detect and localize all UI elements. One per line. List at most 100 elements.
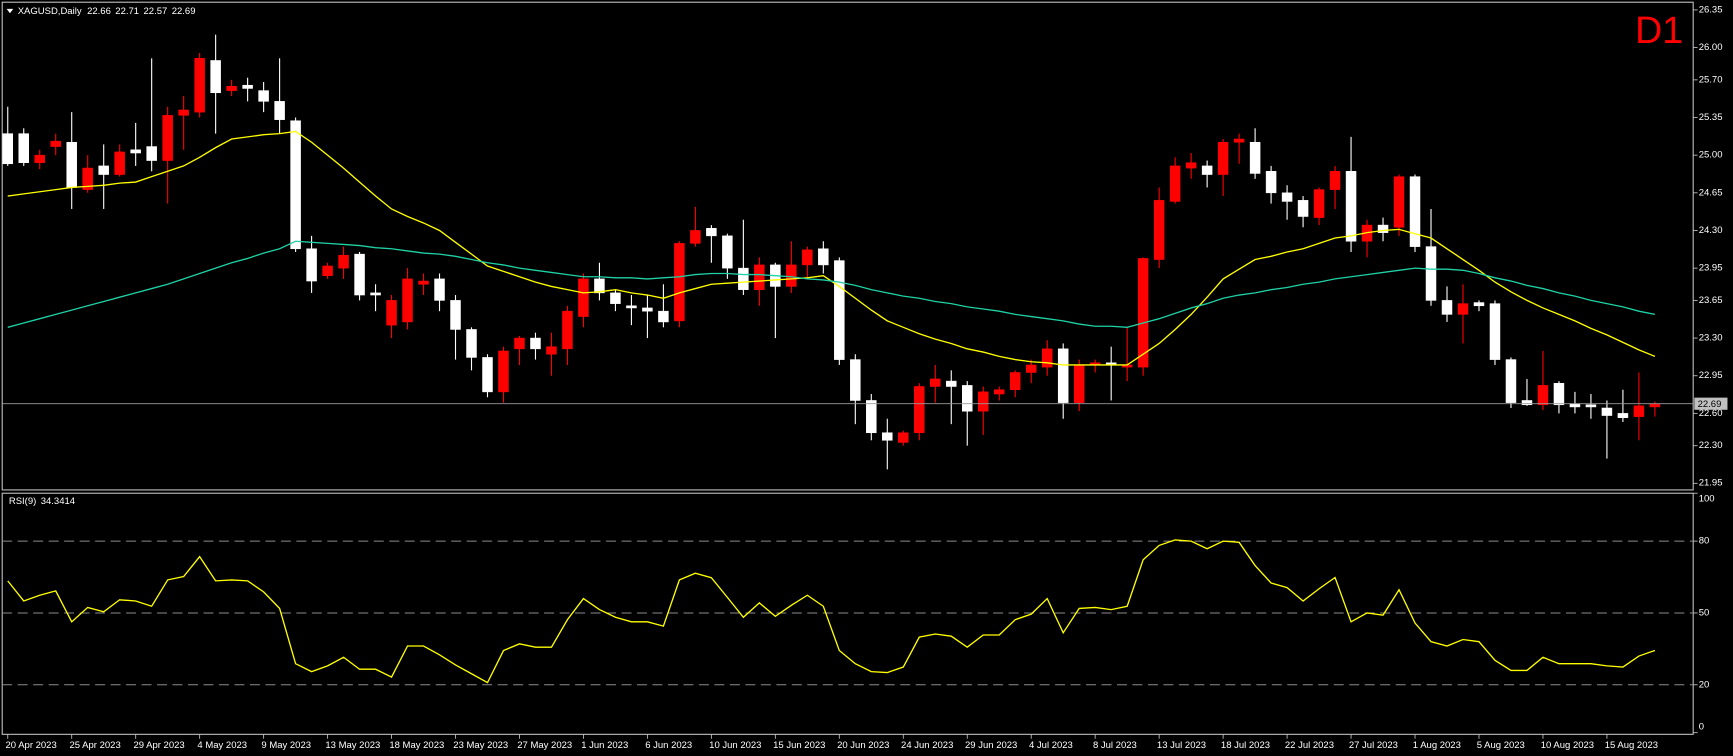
candle-body xyxy=(610,292,621,304)
candle-body xyxy=(594,278,605,294)
candle-body xyxy=(210,60,221,94)
last-price-label: 22.69 xyxy=(1698,399,1722,410)
y-tick-label: 25.35 xyxy=(1699,112,1723,123)
candle-body xyxy=(98,165,109,175)
candle-body xyxy=(706,228,717,237)
candle-body xyxy=(562,310,573,350)
candle-body xyxy=(1153,200,1165,260)
y-tick-label: 50 xyxy=(1699,607,1710,618)
candle-body xyxy=(434,278,445,301)
y-tick-label: 22.95 xyxy=(1699,370,1723,381)
y-tick-label: 26.00 xyxy=(1699,42,1723,53)
candle-body xyxy=(1009,372,1021,390)
x-tick-label: 6 Jun 2023 xyxy=(645,740,692,751)
candle-body xyxy=(1569,403,1581,408)
y-tick-label: 25.70 xyxy=(1699,74,1723,85)
last-low: 22.57 xyxy=(144,6,168,17)
y-tick-label: 23.65 xyxy=(1699,295,1723,306)
y-tick-label: 24.65 xyxy=(1699,187,1723,198)
candle-body xyxy=(114,151,125,175)
candle-body xyxy=(898,432,909,443)
candle-body xyxy=(690,230,701,244)
candle-body xyxy=(786,264,797,287)
candle-body xyxy=(1585,404,1597,408)
candle-body xyxy=(1169,165,1181,202)
candle-body xyxy=(1265,171,1277,194)
candle-body xyxy=(658,310,669,323)
x-tick-label: 4 May 2023 xyxy=(197,740,247,751)
rsi-header: RSI(9) 34.3414 xyxy=(9,495,75,506)
y-tick-label: 24.30 xyxy=(1699,225,1723,236)
candle-body xyxy=(322,265,333,276)
indicator-line xyxy=(7,539,1656,684)
candle-body xyxy=(866,400,877,434)
candle-body xyxy=(50,140,61,147)
candle-body xyxy=(1057,348,1069,403)
menu-arrow[interactable] xyxy=(6,8,14,14)
x-tick-label: 18 Jul 2023 xyxy=(1221,740,1270,751)
timeframe-label: D1 xyxy=(1635,9,1683,51)
x-tick-label: 9 May 2023 xyxy=(261,740,311,751)
x-tick-label: 8 Jul 2023 xyxy=(1093,740,1137,751)
candle-body xyxy=(1649,403,1661,408)
candle-body xyxy=(146,146,157,161)
rsi-last: 34.3414 xyxy=(41,495,75,506)
candle-body xyxy=(178,109,189,116)
candle-body xyxy=(1297,200,1309,217)
x-tick-label: 23 May 2023 xyxy=(453,740,508,751)
candle-body xyxy=(258,90,269,102)
candle-body xyxy=(482,357,493,393)
candle-body xyxy=(1537,385,1549,406)
indicator-line xyxy=(7,240,1656,328)
candle-body xyxy=(402,278,413,323)
x-tick-label: 10 Aug 2023 xyxy=(1541,740,1594,751)
candle-body xyxy=(1201,165,1213,175)
x-tick-label: 1 Jun 2023 xyxy=(581,740,628,751)
last-close: 22.69 xyxy=(172,6,196,17)
candle-body xyxy=(1041,348,1053,368)
x-tick-label: 10 Jun 2023 xyxy=(709,740,761,751)
candle-body xyxy=(1633,405,1645,417)
candle-body xyxy=(1281,192,1293,202)
x-tick-label: 13 May 2023 xyxy=(325,740,380,751)
candle-body xyxy=(738,267,749,290)
candle-body xyxy=(1073,364,1085,403)
x-tick-label: 13 Jul 2023 xyxy=(1157,740,1206,751)
candle-body xyxy=(1601,407,1613,416)
candle-body xyxy=(1233,138,1245,143)
rsi-title: RSI(9) xyxy=(9,495,36,506)
candle-body xyxy=(130,149,141,154)
candle-body xyxy=(418,280,429,285)
candle-body xyxy=(306,248,317,282)
candle-body xyxy=(1553,382,1565,406)
candle-body xyxy=(1329,171,1341,190)
candle-body xyxy=(642,307,653,312)
x-tick-label: 15 Jun 2023 xyxy=(773,740,825,751)
candle-body xyxy=(1441,300,1453,315)
candle-body xyxy=(674,243,685,322)
x-tick-label: 1 Aug 2023 xyxy=(1413,740,1461,751)
candle-body xyxy=(2,133,13,165)
candle-body xyxy=(1409,176,1421,247)
candle-body xyxy=(993,389,1005,395)
candle-body xyxy=(818,248,829,266)
x-tick-label: 24 Jun 2023 xyxy=(901,740,953,751)
candle-body xyxy=(722,235,733,269)
candle-body xyxy=(1489,303,1501,360)
candle-body xyxy=(354,253,365,296)
y-tick-label: 26.35 xyxy=(1699,5,1723,16)
candle-body xyxy=(546,346,557,355)
y-tick-label: 21.95 xyxy=(1699,478,1723,489)
candle-body xyxy=(1249,141,1261,174)
y-tick-label: 0 xyxy=(1699,722,1704,733)
candle-body xyxy=(194,58,205,113)
x-tick-label: 18 May 2023 xyxy=(389,740,444,751)
x-tick-label: 27 Jul 2023 xyxy=(1349,740,1398,751)
candle-body xyxy=(82,167,93,190)
candle-body xyxy=(1377,224,1389,233)
candle-body xyxy=(386,300,397,326)
candle-body xyxy=(530,337,541,350)
candle-body xyxy=(338,254,349,269)
candle-body xyxy=(1425,246,1437,301)
